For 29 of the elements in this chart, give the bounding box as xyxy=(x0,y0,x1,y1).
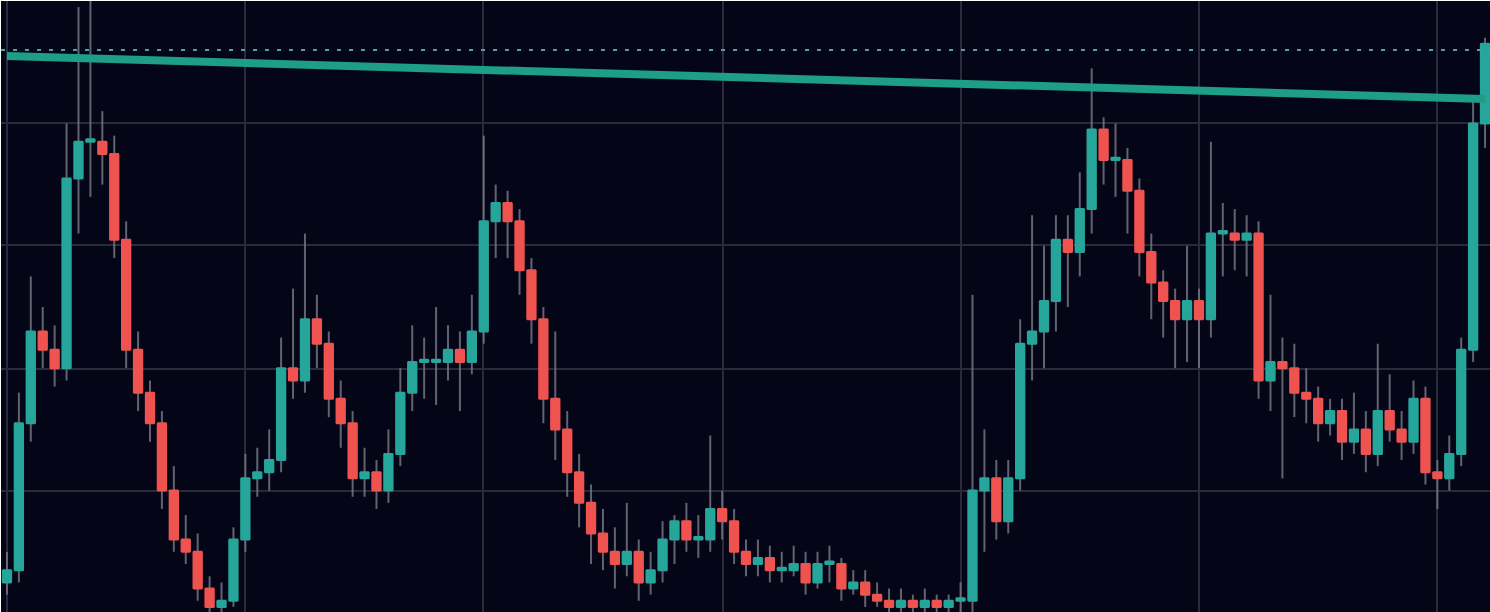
candlestick xyxy=(836,556,847,602)
candlestick xyxy=(895,587,907,612)
candlestick xyxy=(1062,214,1074,308)
candlestick xyxy=(1098,116,1109,186)
candlestick xyxy=(1241,214,1252,278)
candlestick xyxy=(1229,208,1240,272)
candlestick xyxy=(752,538,764,578)
candlestick xyxy=(371,459,382,510)
candlestick xyxy=(1348,391,1360,455)
candlestick xyxy=(800,550,811,596)
candlestick xyxy=(1336,397,1348,461)
candlestick xyxy=(919,587,930,612)
candlestick xyxy=(681,501,692,553)
candlestick xyxy=(621,501,632,578)
candlestick xyxy=(359,446,370,498)
candlestick xyxy=(1110,122,1121,198)
candlestick xyxy=(1324,397,1336,437)
candlestick xyxy=(1193,287,1205,370)
candlestick xyxy=(1408,379,1419,455)
candlestick xyxy=(1360,410,1372,474)
candlestick xyxy=(1372,342,1383,468)
candlestick xyxy=(1181,244,1193,364)
candlestick xyxy=(764,544,776,584)
candlestick xyxy=(454,330,466,413)
candlestick xyxy=(633,538,644,602)
candlestick xyxy=(848,569,859,596)
candlestick xyxy=(287,287,299,400)
candlestick xyxy=(991,459,1002,541)
candlestick xyxy=(1265,293,1276,413)
